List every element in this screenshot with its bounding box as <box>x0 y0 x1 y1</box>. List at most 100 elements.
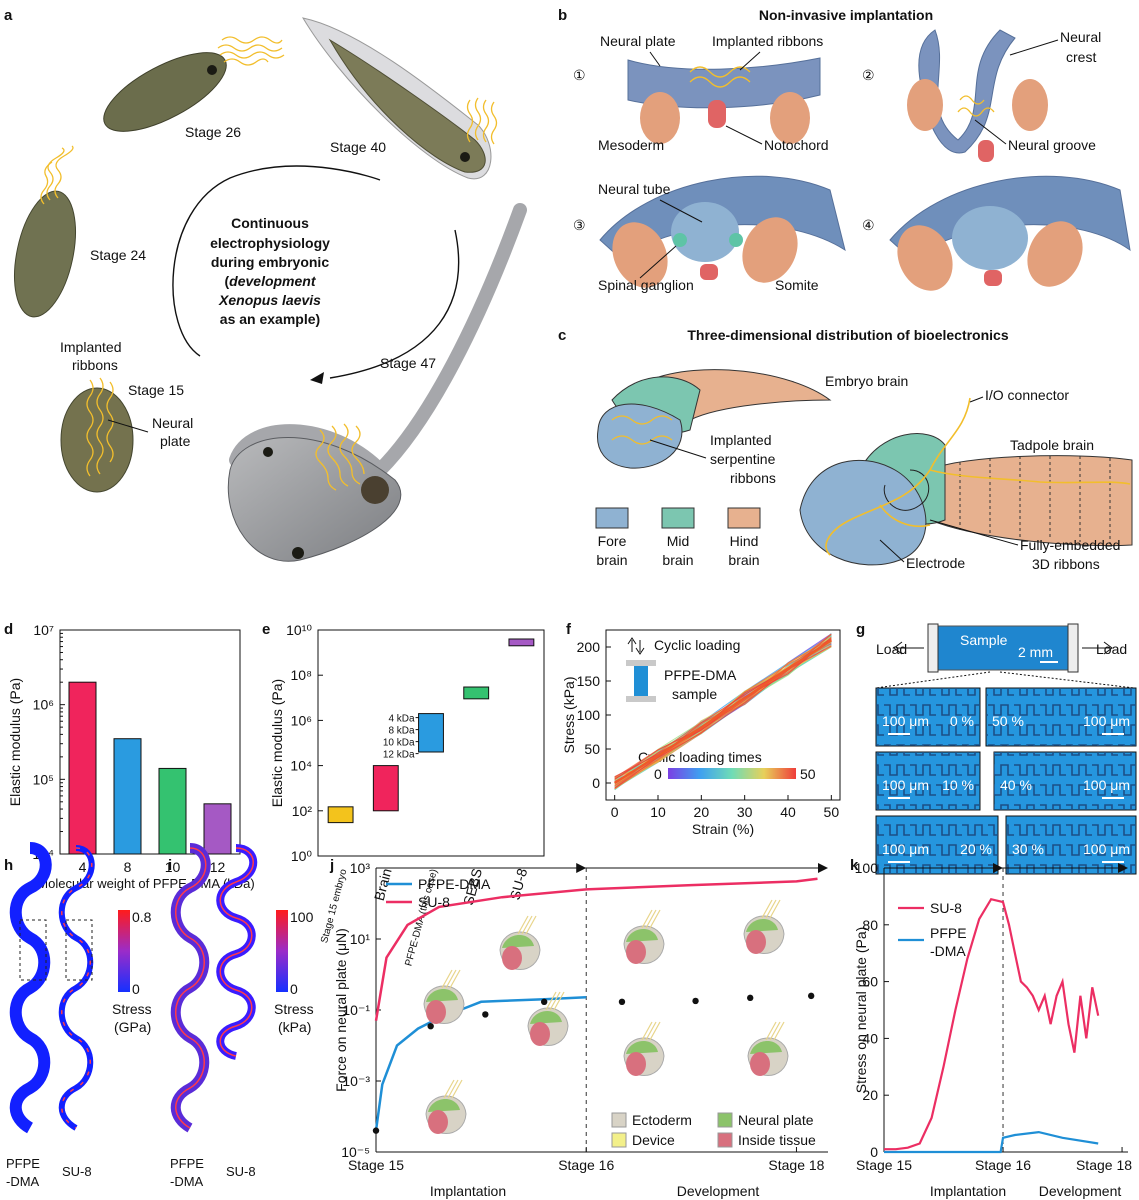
pointer-notochord <box>725 125 763 145</box>
label-mesoderm: Mesoderm <box>598 137 664 153</box>
k-line-1 <box>884 1130 1099 1154</box>
panel-letter-b: b <box>558 7 567 24</box>
loading-arrow-up <box>627 637 637 652</box>
panel-letter-e: e <box>262 621 270 638</box>
zoom-box-h-2 <box>65 919 93 981</box>
implanted-ribbons-1 <box>689 66 751 88</box>
f-mean-line <box>614 639 833 785</box>
pointer-neural-plate <box>649 51 661 67</box>
k-ylabel: Stress on neural plate (Pa) <box>853 927 869 1094</box>
label-ribbons-c: ribbons <box>730 470 776 486</box>
f-xtick-label-3: 30 <box>737 804 753 820</box>
micrograph-right-label-0: 0 % <box>950 713 974 729</box>
panel-letter-k: k <box>850 857 859 874</box>
stage-47-eye-2 <box>263 447 273 457</box>
k-xtick-label-2: Stage 18 <box>1076 1157 1132 1173</box>
j-glyph-5-device <box>641 909 661 929</box>
panel-k: k Implantation Development 0 20 40 60 80 100 S… <box>850 857 1132 1199</box>
pointer-neural-crest <box>1009 39 1059 56</box>
j-phase-development: Development <box>677 1183 760 1199</box>
e-kda-label-1: 8 kDa <box>388 726 415 737</box>
k-legend-label-1b: -DMA <box>930 943 966 959</box>
somite-3-right <box>742 217 798 283</box>
legend-fore-1: Fore <box>598 533 627 549</box>
k-ytick-label-4: 80 <box>862 917 878 933</box>
pointer-serpentine <box>649 439 707 459</box>
f-ytick-label-2: 100 <box>577 707 601 723</box>
j-ytick-label-1: 10⁻³ <box>342 1073 370 1089</box>
d-ylabel: Elastic modulus (Pa) <box>7 678 23 806</box>
neural-tube <box>671 202 739 262</box>
d-xtick-label-2: 10 <box>165 859 181 875</box>
d-axes-frame <box>59 629 241 855</box>
stage-47-tail <box>229 203 527 480</box>
panel-j: j Ectoderm Device Neural plate Inside ti… <box>329 857 828 1199</box>
load-arrow-right <box>1082 641 1113 655</box>
label-pfpe-sample-1: PFPE-DMA <box>664 667 737 683</box>
j-phase-implantation: Implantation <box>430 1183 506 1199</box>
implanted-ribbons-2 <box>957 95 995 117</box>
label-neural-groove: Neural groove <box>1008 137 1096 153</box>
stage-40-eye <box>460 152 470 162</box>
ganglion-3-left <box>673 233 687 247</box>
implanted-label-1: Implanted <box>60 339 121 355</box>
k-mid-arrowhead <box>993 863 1004 873</box>
panel-letter-d: d <box>4 621 13 638</box>
j-device-legend: Ectoderm Device Neural plate Inside tiss… <box>611 1112 816 1148</box>
label-spinal-ganglion: Spinal ganglion <box>598 277 694 293</box>
e-axes-frame <box>317 629 545 857</box>
label-cyclic-loading: Cyclic loading <box>654 637 740 653</box>
somite-4-right <box>1027 221 1083 287</box>
label-fully-embedded: Fully-embedded <box>1020 537 1120 553</box>
d-bar-10 <box>158 767 187 855</box>
micrograph-right-label-1: 100 μm <box>1083 713 1130 729</box>
e-ytick-label-4: 10⁸ <box>291 667 313 683</box>
label-electrode: Electrode <box>906 555 965 571</box>
stage-40-ribbons <box>466 97 498 145</box>
micrograph-left-label-0: 100 μm <box>882 713 929 729</box>
j-point-3 <box>540 998 548 1006</box>
e-ytick-label-5: 10¹⁰ <box>286 622 312 638</box>
somite-4-left <box>897 225 953 291</box>
label-somite: Somite <box>775 277 819 293</box>
k-xtick-label-0: Stage 15 <box>856 1157 912 1173</box>
j-glyph-2-plate <box>426 988 458 1002</box>
stage-47-ribbons <box>315 423 365 491</box>
cycle-center-text: Continuous electrophysiology during embr… <box>210 215 330 327</box>
panel-a: a Stage 26 Stage 40 Stage 24 Continuous … <box>4 7 527 562</box>
e-ylabel: Elastic modulus (Pa) <box>269 679 285 807</box>
pfpe-ribbon-i-stress <box>175 847 207 1129</box>
j-xtick-label-1: Stage 16 <box>558 1157 614 1173</box>
cbar-min: 0 <box>654 766 662 782</box>
load-right-label: Load <box>1096 641 1127 657</box>
k-ytick-label-3: 60 <box>862 974 878 990</box>
k-top-arrowhead <box>1118 863 1128 873</box>
j-glyph-1-tissue <box>428 1110 448 1134</box>
f-ytick-label-1: 50 <box>584 741 600 757</box>
stage-24-embryo <box>14 190 76 318</box>
legend-mid-1: Mid <box>667 533 690 549</box>
label-neural: Neural <box>1060 29 1101 45</box>
label-implanted-c: Implanted <box>710 432 771 448</box>
j-glyph-5-plate <box>626 928 658 942</box>
d-bar-8 <box>113 738 142 855</box>
j-glyph-7-tissue <box>750 1052 770 1076</box>
j-top-arrowhead <box>818 863 828 873</box>
e-ytick-label-1: 10² <box>292 803 313 819</box>
panel-letter-f: f <box>566 621 572 638</box>
legend-device-swatch <box>611 1132 627 1148</box>
panel-h: h 0.8 0 Stress (GPa) PFPE -DMA SU-8 <box>4 842 152 1189</box>
legend-swatch-fore <box>595 507 629 529</box>
pointer-neural-tube <box>659 199 703 223</box>
panel-letter-i: i <box>168 857 172 874</box>
label-crest: crest <box>1066 49 1096 65</box>
ganglion-3-right <box>729 233 743 247</box>
j-glyph-4-device <box>517 915 537 935</box>
k-ytick-label-0: 0 <box>870 1144 878 1160</box>
implanted-label-2: ribbons <box>72 357 118 373</box>
notochord-1 <box>708 100 726 128</box>
stage-47-label: Stage 47 <box>380 355 436 371</box>
j-glyph-1-device <box>443 1079 463 1099</box>
micrograph-left-label-5: 30 % <box>1012 841 1044 857</box>
f-xtick-label-5: 50 <box>824 804 840 820</box>
